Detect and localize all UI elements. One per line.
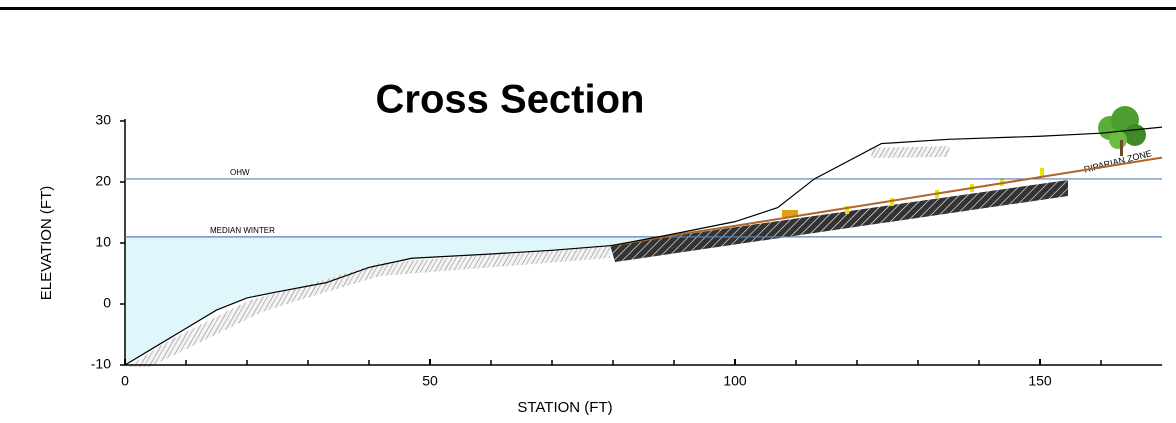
y-axis-label: ELEVATION (FT) (38, 186, 55, 300)
y-tick-label: 20 (95, 173, 111, 189)
x-tick-label: 50 (422, 373, 438, 389)
riprap-upper (870, 146, 950, 158)
x-axis-label: STATION (FT) (517, 399, 612, 416)
y-tick-label: -10 (91, 356, 111, 372)
chart-title: Cross Section (376, 78, 645, 122)
water-fill (125, 236, 664, 365)
x-tick-label: 0 (121, 373, 129, 389)
y-tick-label: 0 (103, 295, 111, 311)
x-tick-label: 150 (1028, 373, 1052, 389)
riprap-light (127, 245, 610, 367)
profile-line (612, 156, 1163, 247)
y-tick-label: 30 (95, 112, 111, 128)
x-tick-label: 100 (723, 373, 747, 389)
water-layer (125, 236, 664, 365)
profile-line (124, 244, 614, 366)
water-level-label: OHW (230, 168, 250, 177)
water-level-label: MEDIAN WINTER (210, 226, 275, 235)
riprap-dark (610, 180, 1068, 262)
profile-line (612, 126, 1163, 247)
y-tick-label: 10 (95, 234, 111, 250)
top-rule (0, 7, 1176, 10)
